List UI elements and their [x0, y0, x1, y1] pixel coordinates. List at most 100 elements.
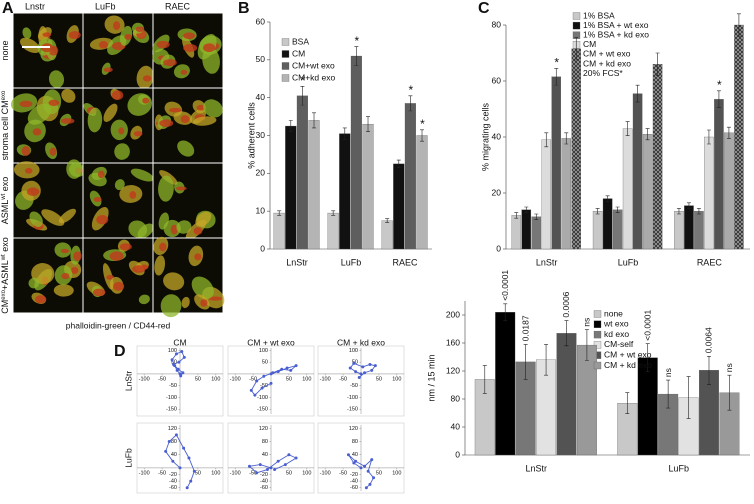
error-bar	[554, 68, 559, 86]
row-label: ASMLwt exo	[0, 177, 10, 225]
legend-label: CM + wt exo	[604, 349, 652, 359]
trajectory-point	[368, 363, 372, 366]
legend-label: CM+wt exo	[292, 60, 335, 70]
trajectory-point	[253, 393, 257, 397]
legend-swatch	[572, 12, 581, 20]
x-tick-label: LuFb	[668, 463, 689, 473]
trajectory-point	[352, 361, 356, 365]
y-tick-label: 0	[455, 449, 460, 459]
cell	[203, 99, 223, 118]
error-bar	[503, 303, 508, 321]
cell-core	[96, 214, 109, 225]
column-label: Lnstr	[25, 1, 45, 11]
bar	[362, 124, 374, 250]
trajectory-point	[177, 360, 181, 364]
bar	[381, 220, 393, 250]
error-bar	[385, 218, 390, 223]
p-value: ns	[663, 368, 673, 377]
error-bar	[564, 132, 569, 145]
trajectory-point	[370, 458, 374, 462]
trajectory-point	[182, 446, 186, 450]
cell	[28, 277, 40, 289]
y-tick-label: 120	[349, 426, 358, 432]
x-tick-label: RAEC	[392, 257, 418, 267]
p-value: ns	[582, 318, 592, 327]
panel-letter: C	[478, 0, 490, 17]
y-tick-label: 60	[492, 75, 502, 85]
legend-label: BSA	[292, 36, 309, 46]
trajectory-point	[364, 486, 368, 490]
trajectory-point	[285, 366, 289, 370]
y-tick-label: 40	[352, 452, 358, 458]
legend-swatch	[281, 38, 290, 46]
x-tick-label: -100	[139, 470, 150, 476]
trajectory-point	[276, 370, 280, 374]
cell-core	[32, 128, 42, 136]
cell-core	[129, 191, 137, 199]
cell-core	[183, 32, 196, 40]
error-bar	[635, 84, 640, 103]
error-bar	[706, 356, 711, 385]
trajectory-point	[276, 459, 280, 463]
y-tick-label: 120	[168, 426, 177, 432]
trajectory-point	[359, 372, 363, 376]
bar	[531, 216, 542, 250]
legend-label: CM+kd exo	[292, 72, 335, 82]
y-tick-label: 0	[260, 243, 265, 253]
p-value: 0.0187	[520, 315, 530, 341]
error-bar	[736, 13, 741, 37]
trajectory-point	[167, 440, 171, 443]
bar	[674, 211, 684, 250]
error-bar	[696, 208, 701, 215]
trajectory-point	[273, 468, 277, 472]
error-bar	[482, 365, 487, 394]
bar	[734, 24, 744, 250]
x-tick-label: 100	[211, 376, 220, 382]
y-tick-label: 80	[262, 439, 268, 445]
bar	[632, 93, 643, 250]
cell	[61, 88, 76, 103]
bar	[602, 198, 613, 250]
y-tick-label: -20	[169, 472, 177, 478]
trajectory-point	[370, 368, 374, 372]
row-label-sup: wt	[1, 254, 7, 261]
y-tick-label: 0	[496, 243, 501, 253]
y-tick-label: -40	[350, 479, 358, 485]
error-bar	[615, 206, 620, 213]
column-label: RAEC	[165, 1, 191, 11]
column-title: CM + kd exo	[337, 337, 385, 347]
panel-letter: D	[114, 343, 126, 360]
y-tick-label: 30	[256, 130, 266, 140]
trajectory-point	[174, 433, 178, 437]
y-tick-label: -100	[166, 395, 177, 401]
trajectory-point	[289, 368, 293, 372]
x-tick-label: LuFb	[341, 257, 362, 267]
trajectory-point	[363, 464, 367, 468]
trajectory-point	[368, 482, 372, 486]
cell-core	[208, 296, 223, 301]
plot-frame	[317, 422, 405, 494]
row-label-part: stroma cell CM	[0, 100, 10, 160]
row-label-part: exo	[0, 237, 10, 254]
trajectory-point	[354, 459, 358, 463]
x-tick-label: LuFb	[618, 257, 639, 267]
y-tick-label: 50	[171, 360, 177, 366]
error-bar	[666, 379, 671, 409]
x-tick-label: 100	[302, 376, 311, 382]
bar	[285, 125, 297, 250]
cell	[160, 294, 182, 318]
trajectory-point	[185, 486, 189, 490]
bar	[637, 357, 658, 456]
trajectory-point	[280, 367, 284, 371]
y-tick-label: -60	[260, 485, 268, 491]
trajectory-point	[287, 453, 291, 457]
error-bar	[544, 344, 549, 376]
trajectory-point	[283, 463, 287, 467]
trajectory-point	[361, 365, 365, 369]
cell-core	[99, 41, 108, 49]
error-bar	[534, 213, 539, 220]
bar	[495, 312, 516, 456]
y-tick-label: -20	[350, 472, 358, 478]
x-tick-label: -50	[249, 376, 257, 382]
